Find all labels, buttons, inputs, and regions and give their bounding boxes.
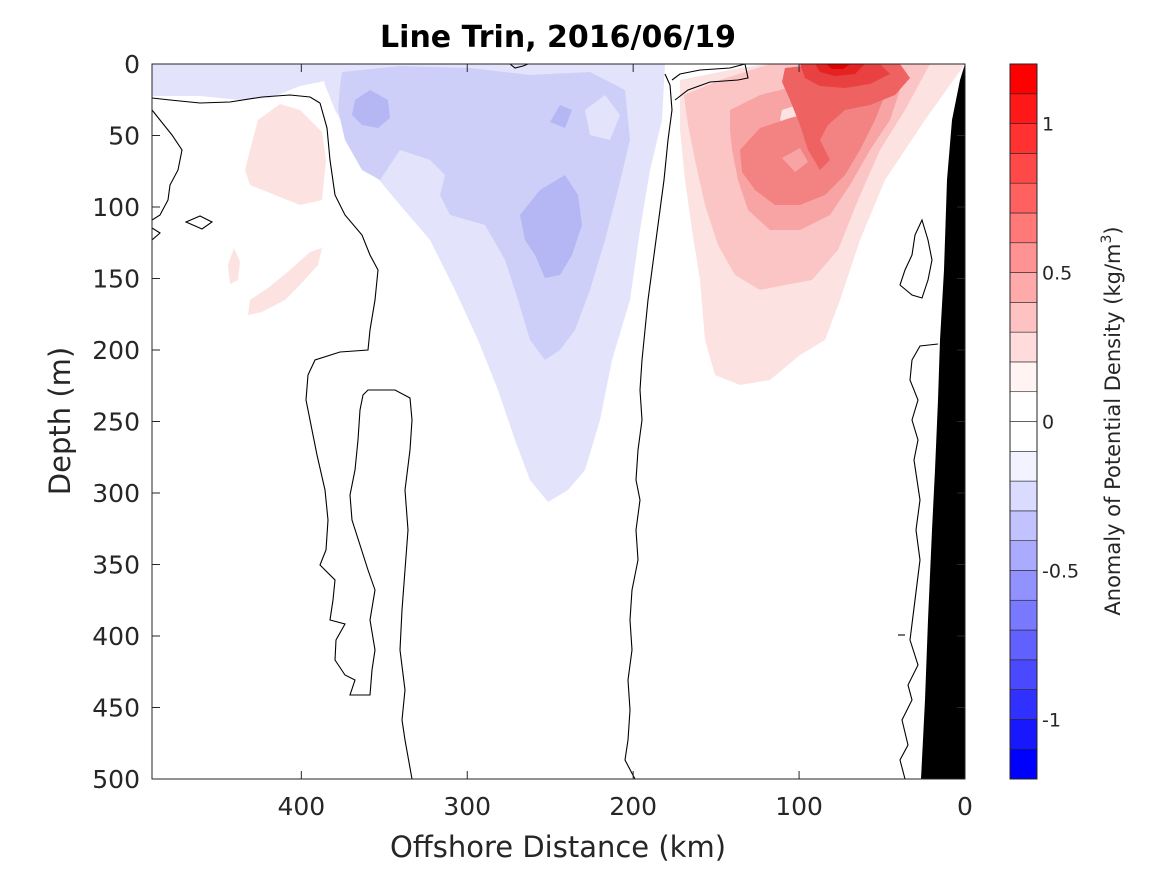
y-tick-label: 450 <box>92 694 140 723</box>
pos-level-5 <box>782 64 910 170</box>
colorbar-label-superscript: 3 <box>1099 235 1115 244</box>
colorbar-segment <box>1009 123 1038 154</box>
colorbar-segment <box>1009 331 1038 363</box>
colorbar-segment <box>1009 272 1038 303</box>
colorbar-tick-label: 1 <box>1042 114 1054 136</box>
colorbar-segment <box>1009 421 1038 452</box>
y-tick-label: 250 <box>92 408 140 437</box>
y-axis: 0 50 100 150 200 250 300 350 400 450 500 <box>92 50 965 794</box>
x-tick-label: 100 <box>775 792 823 821</box>
zero-contours <box>152 64 939 779</box>
y-tick-label: 0 <box>124 50 140 79</box>
colorbar-segment <box>1009 153 1038 184</box>
colorbar-segment <box>1009 391 1038 422</box>
bathymetry-mask <box>921 64 965 779</box>
colorbar-segment <box>1009 719 1038 750</box>
x-axis-label: Offshore Distance (km) <box>390 830 726 864</box>
colorbar-label-main: Anomaly of Potential Density (kg/m <box>1101 244 1125 616</box>
neg-level-2-hole <box>585 95 620 140</box>
y-tick-label: 350 <box>92 551 140 580</box>
neg-level-3-west <box>352 90 390 128</box>
colorbar-tick-label: -0.5 <box>1042 560 1079 582</box>
x-tick-label: 200 <box>609 792 657 821</box>
y-tick-label: 50 <box>108 122 140 151</box>
colorbar-segment <box>1009 361 1038 393</box>
zero-contour-top-loop <box>671 64 749 101</box>
negative-anomaly-fills <box>152 64 665 502</box>
neg-level-3-small <box>550 105 572 128</box>
pos-level-7 <box>815 64 865 76</box>
neg-level-2 <box>338 66 630 360</box>
y-tick-label: 400 <box>92 622 140 651</box>
colorbar-label-suffix: ) <box>1101 226 1125 234</box>
zero-contour-small-loop <box>184 215 214 230</box>
colorbar-segment <box>1009 659 1038 690</box>
colorbar-tick-label: 0.5 <box>1042 263 1072 285</box>
colorbar-segment <box>1009 480 1038 512</box>
pos-offshore-patch-2 <box>228 248 240 284</box>
colorbar-tick-label: 0 <box>1042 412 1054 434</box>
colorbar-tick-label: -1 <box>1042 709 1061 731</box>
colorbar-segment <box>1009 689 1038 720</box>
colorbar-segment <box>1009 182 1038 214</box>
colorbar-segment <box>1009 302 1038 333</box>
colorbar-segment <box>1009 450 1038 482</box>
colorbar: 1 0.5 0 -0.5 -1 <box>1009 63 1079 780</box>
y-axis-label: Depth (m) <box>43 347 77 495</box>
pos-offshore-patch-3 <box>248 248 322 315</box>
neg-surface-band <box>152 64 340 100</box>
plot-area <box>152 64 965 779</box>
y-tick-label: 500 <box>92 765 140 794</box>
zero-contour-left-edge-2 <box>152 227 161 241</box>
pos-level-4-hole <box>782 148 808 172</box>
chart-title: Line Trin, 2016/06/19 <box>380 20 736 55</box>
x-tick-label: 300 <box>443 792 491 821</box>
colorbar-label: Anomaly of Potential Density (kg/m3) <box>1099 226 1125 615</box>
colorbar-segment <box>1009 540 1038 571</box>
zero-contour-offshore <box>305 102 413 779</box>
colorbar-segment <box>1009 599 1038 631</box>
x-tick-label: 400 <box>277 792 325 821</box>
colorbar-segment <box>1009 510 1038 541</box>
zero-contour-surface <box>152 94 321 104</box>
zero-contour-midline <box>624 73 673 779</box>
y-tick-label: 100 <box>92 193 140 222</box>
colorbar-segment <box>1009 570 1038 601</box>
colorbar-segment <box>1009 93 1038 124</box>
zero-contour-nearshore <box>899 343 939 779</box>
neg-level-3-core <box>520 175 582 278</box>
positive-anomaly-fills <box>228 64 965 385</box>
colorbar-segment <box>1009 748 1038 780</box>
x-tick-label: 0 <box>957 792 973 821</box>
colorbar-frame <box>1009 63 1038 780</box>
zero-contour-nearshore-loop <box>899 218 933 299</box>
y-tick-label: 150 <box>92 265 140 294</box>
colorbar-segment <box>1009 629 1038 661</box>
zero-contour-surface-dip <box>509 64 529 69</box>
y-tick-label: 300 <box>92 479 140 508</box>
zero-contour-left-edge <box>152 109 183 221</box>
y-tick-label: 200 <box>92 336 140 365</box>
pos-level-8 <box>826 64 850 69</box>
x-axis: 400 300 200 100 0 <box>277 64 973 821</box>
colorbar-segment <box>1009 212 1038 244</box>
colorbar-segment <box>1009 63 1038 95</box>
pos-offshore-patch-1 <box>245 104 326 205</box>
colorbar-segment <box>1009 242 1038 273</box>
